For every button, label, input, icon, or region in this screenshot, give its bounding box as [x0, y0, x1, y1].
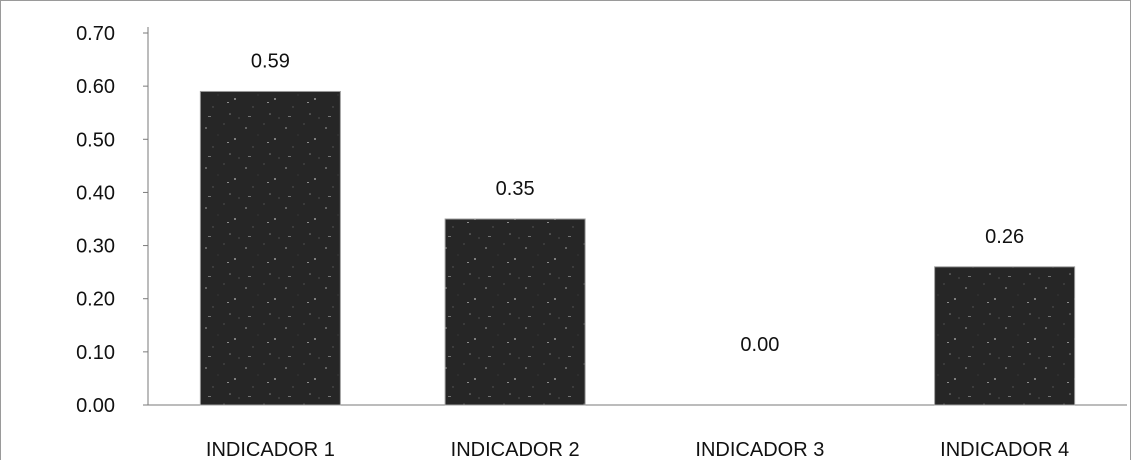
- x-tick-label: INDICADOR 1: [206, 439, 335, 461]
- bar-1: [199, 90, 341, 406]
- data-label: 0.59: [251, 50, 290, 72]
- bar-4: [934, 266, 1076, 406]
- y-tick-label: 0.30: [76, 236, 115, 258]
- y-tick-label: 0.40: [76, 182, 115, 204]
- labels: 0.00 0.10 0.20 0.30 0.40 0.50 0.60 0.70 0.59 INDI…: [76, 23, 1069, 461]
- data-label: 0.26: [985, 226, 1024, 248]
- y-tick-label: 0.10: [76, 342, 115, 364]
- y-tick-label: 0.00: [76, 395, 115, 417]
- y-tick-label: 0.20: [76, 289, 115, 311]
- x-tick-label: INDICADOR 4: [940, 439, 1069, 461]
- x-tick-label: INDICADOR 2: [451, 439, 580, 461]
- y-tick-label: 0.60: [76, 76, 115, 98]
- x-tick-label: INDICADOR 3: [695, 439, 824, 461]
- data-label: 0.35: [496, 178, 535, 200]
- bar-2: [444, 218, 586, 406]
- y-tick-label: 0.70: [76, 23, 115, 45]
- bars: [199, 90, 1076, 406]
- y-tick-label: 0.50: [76, 129, 115, 151]
- data-label: 0.00: [740, 334, 779, 356]
